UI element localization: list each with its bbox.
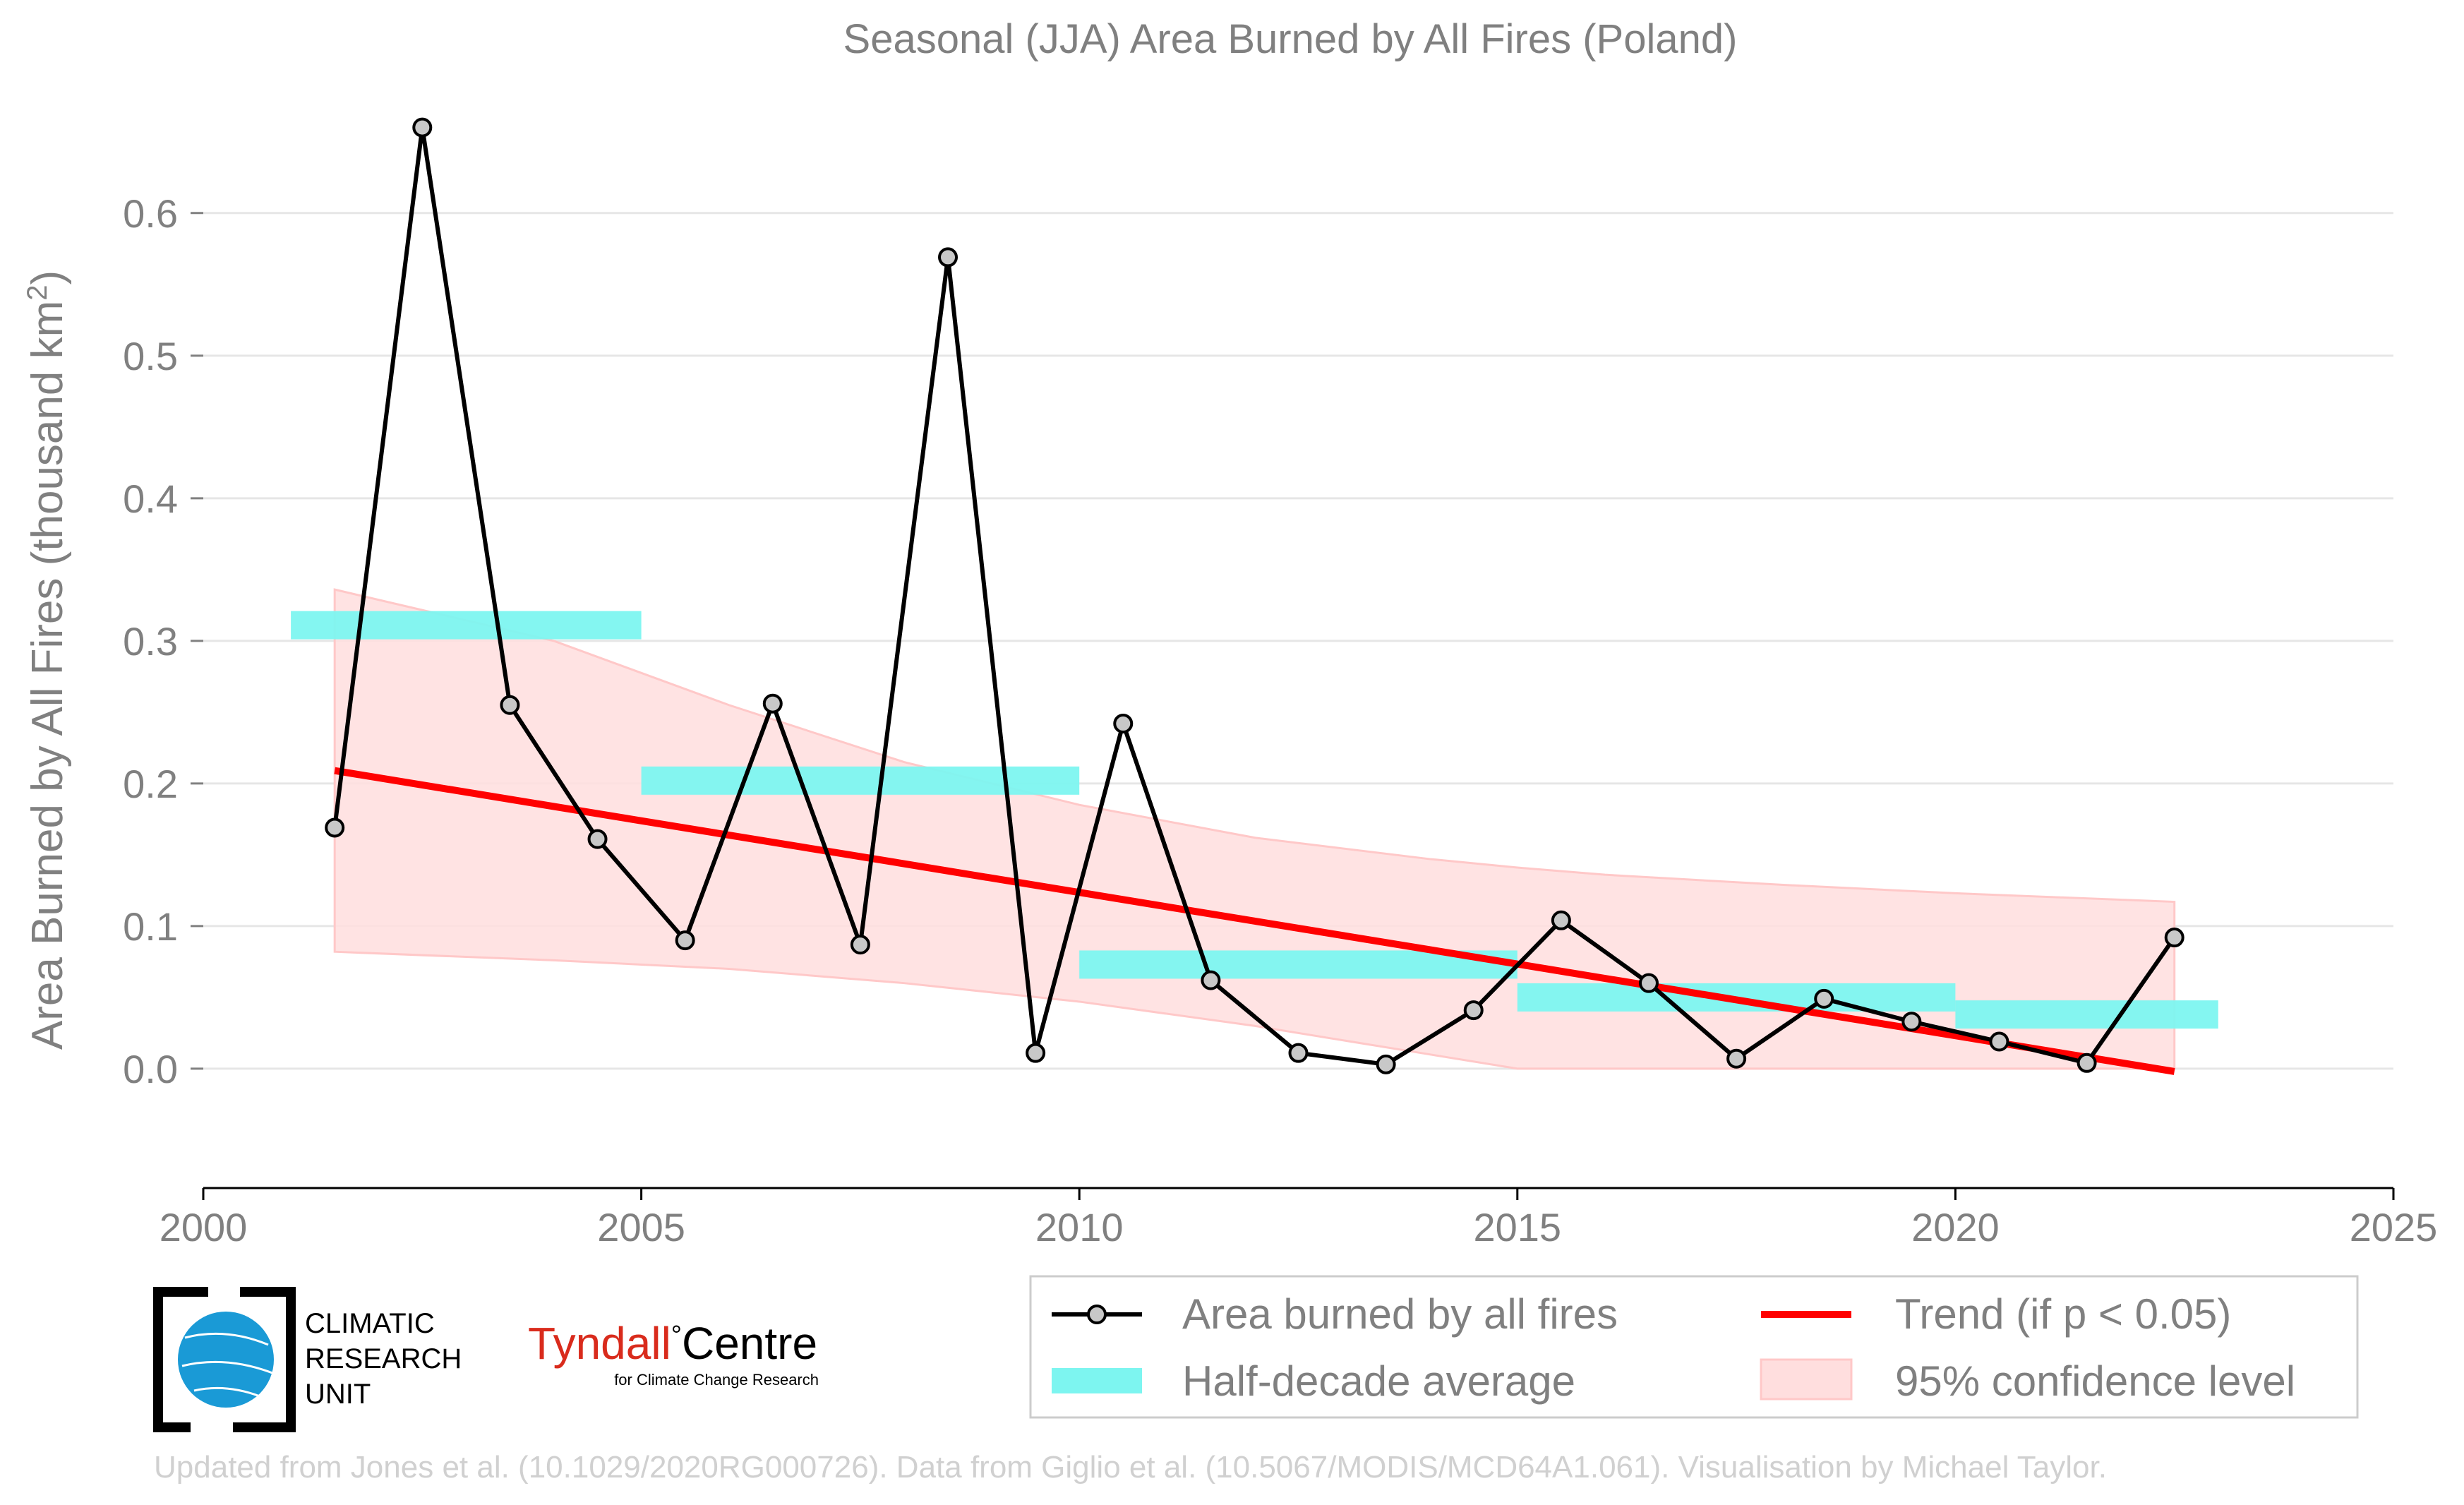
cru-logo-bracket-icon: [153, 1287, 296, 1432]
chart-title: Seasonal (JJA) Area Burned by All Fires …: [843, 16, 1738, 62]
data-point-17: [1814, 988, 1834, 1009]
tyndall-logo-title: Tyndall°Centre: [528, 1318, 817, 1369]
axes: 0.0 0.1 0.2 0.3 0.4 0.5 0.6 2000 2005 2010 2015 202…: [123, 191, 2437, 1249]
cru-logo: CLIMATIC RESEARCH UNIT: [153, 1287, 462, 1432]
data-point-16: [1726, 1048, 1747, 1069]
data-point-4: [675, 930, 695, 951]
y-tick-label-6: 0.6: [123, 191, 178, 236]
data-point-0: [325, 817, 345, 838]
data-point-21: [2164, 928, 2184, 948]
y-axis-label: Area Burned by All Fires (thousand km2): [22, 270, 72, 1050]
data-point-20: [2077, 1053, 2097, 1073]
cru-logo-line3: UNIT: [305, 1379, 371, 1410]
trend-line: [334, 767, 2175, 1075]
legend-label-trend: Trend (if p < 0.05): [1895, 1290, 2231, 1338]
half-decade-bar-1: [641, 766, 1080, 795]
legend-marker-icon: [1087, 1305, 1107, 1324]
tyndall-logo-centre: Centre: [682, 1318, 817, 1369]
data-point-10: [1201, 970, 1221, 990]
x-tick-label-0: 2000: [160, 1205, 248, 1249]
data-point-14: [1551, 910, 1571, 930]
cru-logo-line2: RESEARCH: [305, 1343, 462, 1374]
y-axis-label-end: ): [23, 270, 72, 285]
data-point-8: [1026, 1043, 1046, 1063]
data-point-1: [412, 117, 433, 138]
legend-box: [1029, 1275, 2359, 1419]
cru-globe-icon: [178, 1312, 274, 1408]
data-point-5: [762, 693, 783, 714]
tyndall-logo-degree: °: [671, 1321, 682, 1350]
y-tick-label-4: 0.4: [123, 476, 178, 521]
legend-label-series: Area burned by all fires: [1182, 1290, 1618, 1338]
x-tick-label-4: 2020: [1911, 1205, 2000, 1249]
data-point-12: [1376, 1054, 1396, 1074]
x-tick-label-3: 2015: [1474, 1205, 1562, 1249]
cru-globe-lines-icon: [181, 1332, 273, 1398]
tyndall-logo-subtitle: for Climate Change Research: [614, 1371, 819, 1389]
half-decade-bar-4: [1955, 1000, 2218, 1029]
legend: Area burned by all fires Half-decade ave…: [1029, 1275, 2359, 1419]
trend-layer: [334, 767, 2175, 1075]
x-tick-label-2: 2010: [1035, 1205, 1124, 1249]
y-axis-label-main: Area Burned by All Fires (thousand km: [23, 301, 72, 1050]
y-tick-label-5: 0.5: [123, 334, 178, 378]
x-tick-label-1: 2005: [597, 1205, 685, 1249]
credits-text: Updated from Jones et al. (10.1029/2020R…: [154, 1450, 2107, 1485]
data-point-6: [850, 935, 870, 955]
series-line: [332, 125, 2177, 1067]
legend-label-band: 95% confidence level: [1895, 1357, 2295, 1405]
y-tick-label-3: 0.3: [123, 619, 178, 664]
half-decade-bar-0: [291, 611, 642, 640]
data-point-2: [500, 695, 520, 715]
data-point-11: [1288, 1043, 1309, 1063]
cru-logo-line1: CLIMATIC: [305, 1308, 435, 1339]
series-layer: [325, 117, 2184, 1074]
y-tick-label-0: 0.0: [123, 1047, 178, 1091]
data-point-18: [1901, 1012, 1922, 1032]
tyndall-logo-main: Tyndall: [528, 1318, 671, 1369]
data-point-19: [1989, 1031, 2009, 1052]
data-point-9: [1113, 714, 1134, 734]
y-tick-label-2: 0.2: [123, 762, 178, 806]
x-tick-label-5: 2025: [2350, 1205, 2438, 1249]
data-point-7: [938, 247, 958, 268]
data-point-3: [587, 829, 608, 849]
y-axis-label-sup: 2: [22, 285, 53, 301]
y-tick-label-1: 0.1: [123, 904, 178, 949]
legend-band-icon: [1760, 1358, 1853, 1401]
tyndall-logo: Tyndall°Centre for Climate Change Resear…: [528, 1318, 819, 1389]
data-point-15: [1638, 973, 1659, 993]
data-point-13: [1463, 1000, 1484, 1021]
legend-label-half-decade: Half-decade average: [1182, 1357, 1575, 1405]
legend-half-decade-icon: [1052, 1368, 1142, 1393]
